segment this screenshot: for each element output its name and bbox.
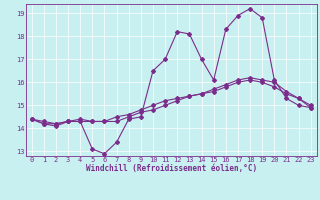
X-axis label: Windchill (Refroidissement éolien,°C): Windchill (Refroidissement éolien,°C) [86,164,257,173]
